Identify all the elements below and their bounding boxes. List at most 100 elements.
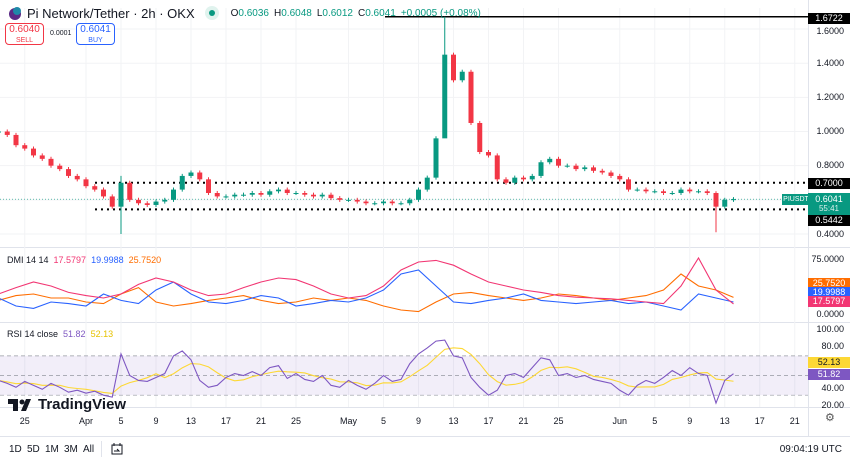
candle-body <box>573 165 579 170</box>
time-tick: 17 <box>483 416 494 426</box>
dmi-minus-tag: 25.7520 <box>808 278 850 289</box>
candle-body <box>197 172 203 180</box>
candle-body <box>101 189 106 197</box>
time-tick: 25 <box>290 416 302 426</box>
candle-body <box>319 194 325 197</box>
time-tick: 9 <box>415 416 422 426</box>
candle-body <box>127 182 133 200</box>
time-tick: 9 <box>153 416 159 426</box>
candle-body <box>381 201 386 204</box>
candle-body <box>599 170 605 173</box>
range-5d[interactable]: 5D <box>27 444 40 455</box>
candle-body <box>4 131 10 135</box>
candle-body <box>214 193 220 197</box>
calendar-goto-icon[interactable] <box>110 442 124 456</box>
candle-body <box>0 131 1 133</box>
candle-body <box>477 122 483 153</box>
rsi-legend[interactable]: RSI 14 close 51.82 52.13 <box>7 329 114 339</box>
time-tick: 5 <box>652 416 658 426</box>
buy-button[interactable]: 0.6041 BUY <box>76 23 115 45</box>
candle-body <box>66 169 71 176</box>
candle-body <box>232 194 238 197</box>
chart-canvas[interactable] <box>0 0 850 436</box>
range-all[interactable]: All <box>83 444 95 455</box>
candle-body <box>249 193 255 195</box>
time-tick: 13 <box>719 416 730 426</box>
candle-body <box>162 199 168 202</box>
range-1m[interactable]: 1M <box>45 444 59 455</box>
time-tick: 25 <box>19 416 30 426</box>
time-tick: 21 <box>518 416 529 426</box>
dmi-adx-tag: 17.5797 <box>808 296 850 307</box>
candle-body <box>48 158 54 166</box>
candle-body <box>267 191 273 195</box>
settings-gear-icon[interactable]: ⚙ <box>825 412 835 424</box>
symbol-title[interactable]: Pi Network/Tether · 2h · OKX <box>27 5 195 21</box>
price-tick: 1.6000 <box>816 26 844 36</box>
candle-body <box>704 191 710 194</box>
rsi-tick: 40.00 <box>821 383 844 393</box>
candle-body <box>713 193 719 207</box>
candle-body <box>556 158 561 166</box>
candle-body <box>451 54 456 81</box>
candle-body <box>591 167 596 171</box>
clock-time[interactable]: 09:04:19 UTC <box>779 444 842 455</box>
time-tick: 17 <box>754 416 765 426</box>
candle-body <box>328 194 334 199</box>
candle-body <box>643 189 649 192</box>
candle-body <box>276 189 281 192</box>
candle-body <box>424 177 430 190</box>
candle-body <box>547 158 553 163</box>
market-open-icon <box>204 6 219 20</box>
candle-body <box>354 199 360 202</box>
candle-body <box>39 155 45 159</box>
candle-body <box>144 203 150 205</box>
ohlc-values: O0.6036 H0.6048 L0.6012 C0.6041 +0.0005 … <box>230 7 481 19</box>
current-price-tag: 0.6041 55:41 <box>808 193 850 215</box>
candle-body <box>608 172 614 176</box>
candle-body <box>669 193 675 195</box>
time-tick: Apr <box>78 416 94 426</box>
candle-body <box>687 189 693 192</box>
candle-body <box>696 191 701 193</box>
time-tick: 9 <box>687 416 693 426</box>
candle-body <box>512 177 518 183</box>
candle-body <box>74 175 80 180</box>
candle-body <box>661 191 666 194</box>
candle-body <box>188 172 194 176</box>
dmi-plus-di-line <box>0 269 734 311</box>
time-tick: Jun <box>612 416 628 426</box>
time-tick: 17 <box>220 416 232 426</box>
candle-body <box>13 134 19 146</box>
candle-body <box>652 191 658 193</box>
dmi-tick: 75.0000 <box>811 254 844 264</box>
level-tag-support: 0.5442 <box>808 215 850 226</box>
tradingview-logo[interactable]: TradingView <box>8 396 126 413</box>
candle-body <box>337 198 343 200</box>
range-1d[interactable]: 1D <box>9 444 22 455</box>
candle-body <box>494 155 500 180</box>
rsi-ma-line <box>0 347 734 394</box>
candle-body <box>363 201 369 204</box>
pi-logo-icon <box>9 7 21 20</box>
level-tag-top: 1.6722 <box>808 13 850 24</box>
symbol-header: Pi Network/Tether · 2h · OKX O0.6036 H0.… <box>8 4 481 22</box>
price-tick: 1.2000 <box>816 92 844 102</box>
candle-body <box>153 201 159 205</box>
candle-body <box>57 165 63 170</box>
sell-button[interactable]: 0.6040 SELL <box>5 23 44 45</box>
range-3m[interactable]: 3M <box>64 444 78 455</box>
time-tick: 25 <box>553 416 564 426</box>
bottom-toolbar: 1D 5D 1M 3M All 09:04:19 UTC <box>0 436 850 460</box>
dmi-legend[interactable]: DMI 14 14 17.5797 19.9988 25.7520 <box>7 255 162 265</box>
candle-body <box>503 179 509 183</box>
rsi-tick: 100.00 <box>816 324 844 334</box>
candle-body <box>459 71 465 81</box>
candle-body <box>206 179 211 194</box>
rsi-tick: 80.00 <box>821 341 844 351</box>
candle-body <box>109 196 115 207</box>
time-tick: May <box>339 416 358 426</box>
candle-body <box>617 175 623 180</box>
tradingview-logo-icon <box>8 398 31 411</box>
candle-body <box>407 199 413 204</box>
